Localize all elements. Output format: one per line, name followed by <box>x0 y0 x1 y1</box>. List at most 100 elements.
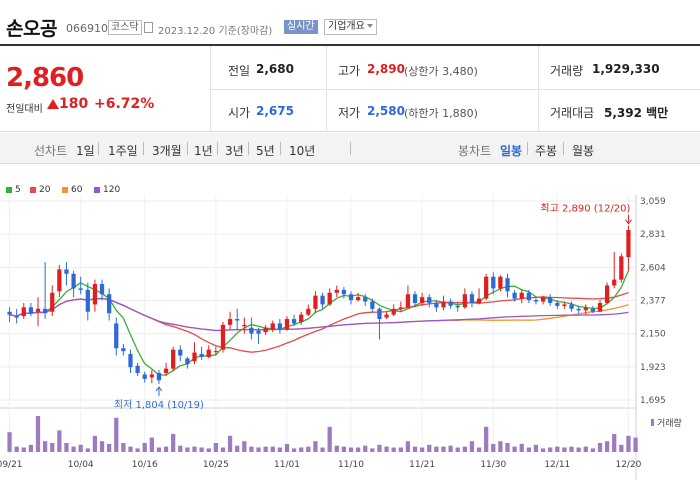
candle-body <box>35 308 41 312</box>
volume-bar <box>562 447 567 452</box>
volume-bar <box>604 441 610 452</box>
candle-body <box>42 308 48 314</box>
volume-bar <box>249 446 254 452</box>
volume-bar <box>78 444 83 452</box>
high-label: 고가 <box>338 64 361 78</box>
change-label: 전일대비 <box>6 104 43 115</box>
x-tick-label: 12/20 <box>615 460 641 470</box>
x-tick-label: 11/21 <box>409 460 435 470</box>
volume-bar <box>590 448 596 452</box>
volume-bar <box>327 426 332 452</box>
high-annotation: 최고 2,890 (12/20) <box>540 203 630 215</box>
period-10y[interactable]: 10년 <box>289 144 316 158</box>
candle-body <box>412 294 418 303</box>
volume-bar <box>384 446 389 452</box>
legend-ma20: 20 <box>30 185 50 195</box>
candle-body <box>107 294 112 314</box>
legend-label: 60 <box>71 185 83 195</box>
volume-bar <box>28 444 34 452</box>
volume-bar <box>149 437 154 452</box>
candle-body <box>299 314 304 322</box>
volume-bar <box>427 444 432 452</box>
volume-bar <box>199 447 204 452</box>
candle-daily-tab[interactable]: 일봉 <box>500 144 523 158</box>
candle-body <box>583 307 588 311</box>
legend-swatch <box>6 186 12 193</box>
period-1d[interactable]: 1일 <box>76 144 95 158</box>
x-tick-label: 11/01 <box>274 460 300 470</box>
legend-swatch <box>30 186 36 193</box>
candle-body <box>7 311 12 315</box>
volume-bar <box>107 443 112 452</box>
legend-label: 5 <box>15 185 21 195</box>
volume-bar <box>320 447 325 452</box>
volume-bar <box>128 446 133 452</box>
stock-name: 손오공 <box>6 18 57 40</box>
high-arrow-head <box>625 219 632 225</box>
period-1w[interactable]: 1주일 <box>108 144 138 158</box>
stock-code: 066910 <box>66 22 108 35</box>
volume-bar <box>569 446 574 452</box>
candle-weekly-tab[interactable]: 주봉 <box>535 144 558 158</box>
candle-body <box>156 373 162 381</box>
market-badge: 코스닥 <box>108 20 142 35</box>
candle-body <box>92 284 98 305</box>
ma5-line <box>9 270 629 376</box>
candle-body <box>213 351 218 353</box>
trade-amount-value: 5,392 백만 <box>604 106 669 120</box>
legend-ma60: 60 <box>62 185 82 195</box>
candle-body <box>50 292 55 312</box>
period-5y[interactable]: 5년 <box>256 144 275 158</box>
divider <box>563 142 564 155</box>
volume-bar <box>441 446 446 452</box>
legend-swatch <box>94 186 100 193</box>
volume-bar <box>235 445 240 452</box>
candle-body <box>220 324 226 350</box>
period-3y[interactable]: 3년 <box>225 144 244 158</box>
volume-bar <box>64 443 69 452</box>
company-overview-dropdown[interactable]: 기업개요 <box>324 19 377 35</box>
candle-body <box>277 323 283 330</box>
candle-body <box>363 297 368 302</box>
volume-bar <box>597 443 603 452</box>
volume-bar <box>71 446 76 452</box>
candle-body <box>377 308 382 320</box>
volume-bar <box>163 446 169 452</box>
candle-body <box>149 374 154 378</box>
realtime-button[interactable]: 실시간 <box>284 20 318 34</box>
y-tick-label: 1,695 <box>640 396 666 406</box>
candle-monthly-tab[interactable]: 월봉 <box>572 144 595 158</box>
candle-body <box>334 289 339 293</box>
candle-body <box>526 292 531 301</box>
x-tick-label: 09/21 <box>0 460 23 470</box>
low-annotation: 최저 1,804 (10/19) <box>114 399 204 411</box>
candle-body <box>441 301 446 308</box>
candle-body <box>476 298 482 303</box>
quote-panel: 2,860 전일대비 180 +6.72% 전일 2,680 고가 2,890 … <box>0 46 700 132</box>
period-3m[interactable]: 3개월 <box>152 144 182 158</box>
volume-bar <box>498 441 503 452</box>
document-icon[interactable] <box>144 22 153 33</box>
candle-body <box>135 365 140 374</box>
volume-bar <box>448 445 453 452</box>
candle-body <box>270 323 275 330</box>
volume-bar <box>114 417 119 452</box>
candle-body <box>71 273 76 289</box>
volume-bar <box>50 443 55 452</box>
candlestick-chart[interactable]: 3,059 2,831 2,604 2,377 2,150 1,923 1,695 09/21… <box>0 160 700 490</box>
period-1y[interactable]: 1년 <box>194 144 213 158</box>
legend-ma5: 5 <box>6 185 21 195</box>
legend-swatch <box>62 186 68 193</box>
x-tick-label: 10/16 <box>132 460 158 470</box>
prev-close-value: 2,680 <box>256 62 294 76</box>
candle-body <box>142 374 147 379</box>
candle-body <box>249 327 254 334</box>
volume-bar <box>526 447 531 452</box>
prev-close-label: 전일 <box>228 64 251 78</box>
change-percent: +6.72% <box>94 96 155 112</box>
candle-body <box>291 319 297 324</box>
divider <box>527 142 528 155</box>
volume-bar <box>42 441 48 452</box>
volume-bar <box>355 447 361 452</box>
volume-bar <box>178 445 183 452</box>
